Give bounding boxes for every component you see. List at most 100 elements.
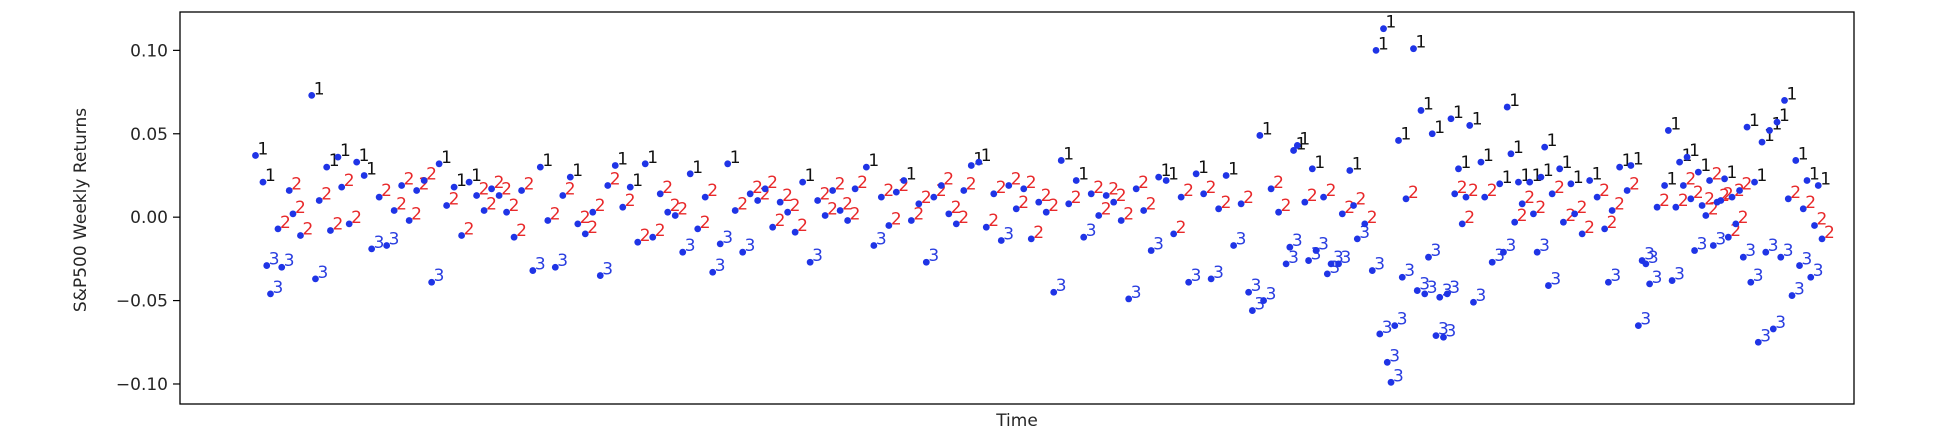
point-cluster-label: 1	[1689, 141, 1700, 161]
point-cluster-label: 2	[1723, 184, 1734, 204]
point-cluster-label: 1	[471, 166, 482, 186]
point-cluster-label: 3	[1445, 321, 1456, 341]
data-point	[1556, 165, 1564, 173]
point-cluster-label: 3	[284, 251, 295, 271]
point-cluster-label: 1	[730, 148, 741, 168]
data-point	[488, 185, 495, 193]
point-cluster-label: 1	[1667, 169, 1678, 189]
data-point	[1005, 182, 1013, 189]
point-cluster-label: 2	[1356, 189, 1367, 209]
data-point	[1698, 202, 1706, 209]
point-cluster-label: 2	[655, 221, 666, 241]
data-point	[289, 210, 297, 218]
y-tick-label: 0.00	[130, 208, 168, 228]
point-cluster-label: 3	[1389, 346, 1400, 366]
data-point	[1170, 230, 1178, 238]
data-point	[1788, 292, 1796, 299]
point-cluster-label: 3	[928, 246, 939, 266]
point-cluster-label: 2	[1026, 173, 1037, 193]
y-tick-label: −0.05	[116, 292, 168, 312]
data-point	[345, 220, 353, 228]
point-cluster-label: 3	[1153, 235, 1164, 255]
data-point	[1012, 205, 1020, 213]
point-cluster-label: 3	[317, 263, 328, 283]
data-point	[701, 193, 709, 201]
point-cluster-label: 3	[715, 256, 726, 276]
point-cluster-label: 2	[404, 169, 415, 189]
point-cluster-label: 2	[494, 173, 505, 193]
point-cluster-label: 3	[1191, 266, 1202, 286]
point-cluster-label: 1	[1764, 126, 1775, 146]
data-point	[390, 207, 398, 214]
data-point	[1455, 165, 1462, 173]
point-cluster-label: 3	[557, 251, 568, 271]
point-cluster-label: 3	[1753, 266, 1764, 286]
point-cluster-label: 2	[580, 208, 591, 228]
data-point	[1383, 358, 1391, 366]
data-point	[1477, 158, 1485, 166]
plot-frame	[179, 11, 1855, 405]
data-point	[338, 183, 346, 191]
data-point	[930, 193, 938, 201]
data-point	[1518, 200, 1526, 208]
point-cluster-label: 1	[1787, 84, 1798, 104]
point-cluster-label: 3	[1745, 241, 1756, 261]
point-cluster-label: 1	[1543, 161, 1554, 181]
point-cluster-label: 1	[1573, 168, 1584, 188]
data-point	[769, 223, 777, 231]
point-cluster-label: 2	[835, 174, 846, 194]
data-point	[1515, 178, 1522, 186]
point-cluster-label: 1	[1460, 153, 1471, 173]
data-point	[1421, 290, 1429, 298]
point-cluster-label: 2	[1243, 188, 1254, 208]
data-point	[1305, 257, 1312, 264]
point-cluster-label: 1	[1532, 166, 1543, 186]
point-cluster-label: 3	[1397, 310, 1408, 330]
point-cluster-label: 2	[640, 226, 651, 246]
point-cluster-label: 2	[760, 184, 771, 204]
point-cluster-label: 1	[441, 148, 452, 168]
data-point	[465, 178, 473, 186]
point-cluster-label: 1	[1472, 109, 1483, 129]
data-point	[1222, 172, 1230, 179]
data-point	[405, 217, 413, 224]
point-cluster-label: 2	[1367, 208, 1378, 228]
point-cluster-label: 2	[850, 205, 861, 225]
point-cluster-label: 3	[876, 230, 887, 250]
point-cluster-label: 3	[1213, 263, 1224, 283]
data-point	[862, 163, 870, 171]
data-point	[1391, 322, 1399, 329]
data-point	[1736, 187, 1743, 194]
point-cluster-label: 1	[1798, 144, 1809, 164]
data-point	[1425, 253, 1432, 261]
data-point	[1691, 247, 1698, 254]
data-point	[761, 185, 769, 193]
data-point	[450, 183, 458, 191]
point-cluster-label: 2	[381, 181, 392, 201]
point-cluster-label: 2	[966, 174, 977, 194]
point-cluster-label: 3	[1131, 283, 1142, 303]
data-point	[1627, 162, 1635, 169]
point-cluster-label: 2	[943, 169, 954, 189]
point-cluster-label: 3	[1419, 275, 1430, 295]
data-point	[1095, 212, 1103, 219]
y-tick-label: −0.10	[116, 375, 168, 395]
data-point	[679, 248, 687, 256]
data-point	[1027, 235, 1035, 243]
point-cluster-label: 3	[1382, 318, 1393, 338]
point-cluster-label: 1	[1670, 114, 1681, 134]
data-point	[791, 228, 799, 236]
y-tick-label: 0.10	[130, 41, 168, 61]
data-point	[1694, 168, 1702, 176]
y-axis-label: S&P500 Weekly Returns	[71, 108, 91, 312]
point-cluster-label: 2	[486, 195, 497, 215]
data-point	[776, 198, 784, 206]
data-point	[1545, 282, 1552, 289]
data-point	[1616, 163, 1624, 171]
point-cluster-label: 3	[1254, 295, 1265, 315]
point-cluster-label: 1	[1622, 151, 1633, 171]
point-cluster-label: 1	[1809, 164, 1820, 184]
point-cluster-label: 2	[767, 173, 778, 193]
data-point	[851, 185, 859, 193]
